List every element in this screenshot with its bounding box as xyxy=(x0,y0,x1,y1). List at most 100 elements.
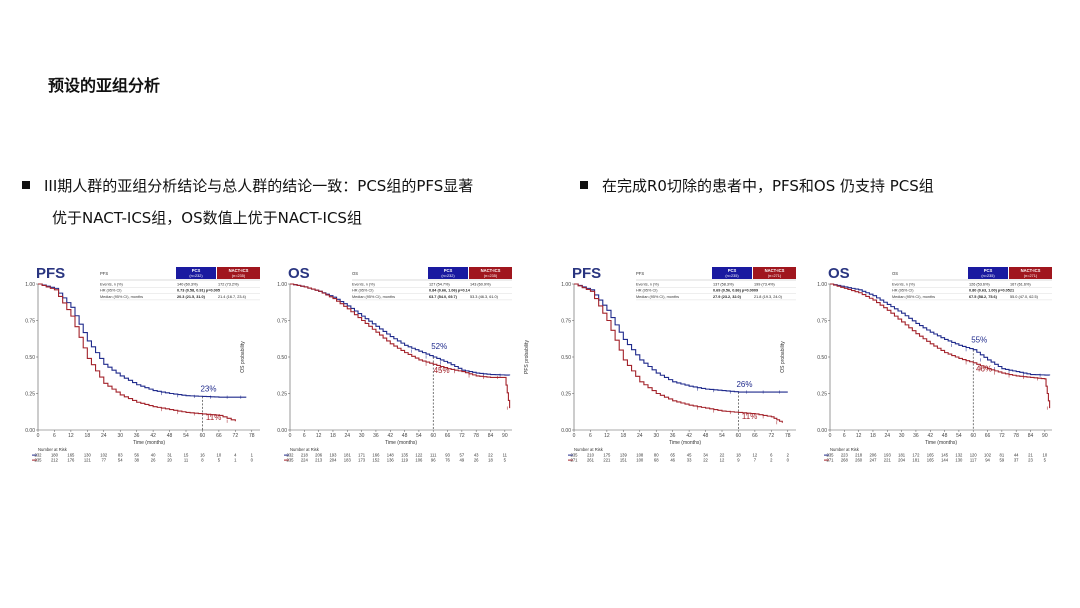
x-tick-label: 18 xyxy=(85,433,91,439)
y-tick-label: 0.75 xyxy=(277,318,287,324)
survival-rate-label: 23% xyxy=(200,384,216,393)
y-axis-label: OS probability xyxy=(240,341,246,373)
table-row-pcs-value: 0.73 (0.58, 0.91) p=0.005 xyxy=(177,289,220,293)
page-title: 预设的亚组分析 xyxy=(48,76,161,95)
risk-count: 235 xyxy=(35,458,43,463)
risk-count: 180 xyxy=(51,453,59,458)
x-tick-label: 66 xyxy=(985,433,991,439)
risk-count: 46 xyxy=(670,458,675,463)
risk-count: 7 xyxy=(754,458,757,463)
x-tick-label: 30 xyxy=(899,433,905,439)
x-tick-label: 12 xyxy=(604,433,610,439)
km-curve-pcs xyxy=(38,283,247,398)
table-col-nact-bg xyxy=(469,267,512,279)
risk-count: 145 xyxy=(941,453,949,458)
risk-count: 94 xyxy=(985,458,990,463)
risk-count: 1 xyxy=(251,453,254,458)
y-tick-label: 0.50 xyxy=(817,355,827,361)
y-tick-label: 0.25 xyxy=(277,391,287,397)
risk-table-label: Number at Risk xyxy=(290,447,320,452)
x-tick-label: 84 xyxy=(488,433,494,439)
x-tick-label: 36 xyxy=(373,433,379,439)
x-tick-label: 78 xyxy=(473,433,479,439)
y-tick-label: 0.75 xyxy=(817,318,827,324)
risk-count: 1 xyxy=(234,458,237,463)
risk-count: 31 xyxy=(167,453,172,458)
risk-count: 96 xyxy=(431,458,436,463)
km-chart-stage3-os: OS OS probability 0.00 0.25 0.50 0.75 1.00 0 6 12… xyxy=(240,262,522,472)
x-tick-label: 90 xyxy=(502,433,508,439)
table-row-nact-value: 21.8 (19.3, 24.0) xyxy=(754,295,783,299)
risk-count: 235 xyxy=(827,453,835,458)
risk-count: 15 xyxy=(184,453,189,458)
risk-count: 5 xyxy=(504,458,507,463)
km-curve-pcs xyxy=(574,283,788,393)
survival-rate-label: 11% xyxy=(742,412,757,421)
risk-count: 193 xyxy=(329,453,337,458)
x-tick-label: 42 xyxy=(387,433,393,439)
table-header-label: OS xyxy=(892,271,898,276)
risk-count: 144 xyxy=(941,458,949,463)
risk-count: 102 xyxy=(984,453,992,458)
table-row-label: HR (95% CI) xyxy=(636,289,658,293)
risk-count: 119 xyxy=(401,458,408,463)
risk-count: 38 xyxy=(134,458,139,463)
table-row-pcs-value: 126 (53.6%) xyxy=(969,283,990,287)
x-tick-label: 60 xyxy=(736,433,742,439)
km-chart-r0-os: OS OS probability 0.00 0.25 0.50 0.75 1.00 0 6 12… xyxy=(780,262,1062,472)
y-tick-label: 0.00 xyxy=(277,428,287,434)
risk-count: 260 xyxy=(855,458,863,463)
x-tick-label: 54 xyxy=(956,433,962,439)
x-tick-label: 54 xyxy=(719,433,725,439)
risk-count: 45 xyxy=(687,453,692,458)
risk-count: 206 xyxy=(869,453,877,458)
x-tick-label: 72 xyxy=(233,433,239,439)
risk-count: 193 xyxy=(884,453,892,458)
table-row-label: HR (95% CI) xyxy=(100,289,122,293)
x-tick-label: 30 xyxy=(359,433,365,439)
risk-count: 130 xyxy=(955,458,963,463)
risk-count: 80 xyxy=(654,453,659,458)
risk-count: 23 xyxy=(1028,458,1033,463)
table-row-label: Median (95% CI), months xyxy=(892,295,935,299)
table-col-nact-n: (n=235) xyxy=(232,274,246,278)
table-row-label: Median (95% CI), months xyxy=(636,295,679,299)
risk-count: 10 xyxy=(217,453,222,458)
risk-count: 261 xyxy=(587,458,595,463)
risk-count: 5 xyxy=(1044,458,1047,463)
x-tick-label: 66 xyxy=(445,433,451,439)
x-tick-label: 24 xyxy=(637,433,643,439)
table-col-pcs-bg xyxy=(968,267,1008,279)
x-axis-label: Time (months) xyxy=(925,440,957,446)
risk-count: 81 xyxy=(1000,453,1005,458)
risk-count: 33 xyxy=(687,458,692,463)
table-col-nact-label: NACT-ICS xyxy=(765,268,785,273)
risk-count: 181 xyxy=(912,458,920,463)
x-tick-label: 0 xyxy=(573,433,576,439)
risk-count: 9 xyxy=(737,458,740,463)
table-row-label: HR (95% CI) xyxy=(892,289,914,293)
risk-count: 108 xyxy=(636,453,644,458)
bullet-text: 在完成R0切除的患者中，PFS和OS 仍支持 PCS组 xyxy=(602,177,934,195)
table-row-pcs-value: 20.3 (21.5, 31.0) xyxy=(177,295,206,299)
risk-count: 271 xyxy=(571,458,579,463)
y-tick-label: 0.50 xyxy=(277,355,287,361)
risk-count: 136 xyxy=(387,458,395,463)
risk-count: 247 xyxy=(869,458,877,463)
survival-rate-label: 11% xyxy=(206,413,221,422)
bullet-square-icon xyxy=(22,181,30,189)
risk-count: 172 xyxy=(912,453,920,458)
risk-count: 223 xyxy=(841,453,849,458)
table-row-nact-value: 167 (61.6%) xyxy=(1010,283,1031,287)
risk-count: 83 xyxy=(118,453,123,458)
table-row-label: Events, n (%) xyxy=(636,283,660,287)
table-col-nact-n: (n=271) xyxy=(1024,274,1038,278)
table-col-pcs-label: PCS xyxy=(728,268,737,273)
table-row-nact-value: 53.3 (46.3, 61.0) xyxy=(470,295,499,299)
x-tick-label: 78 xyxy=(249,433,255,439)
risk-count: 11 xyxy=(503,453,508,458)
risk-table-label: Number at Risk xyxy=(830,447,860,452)
table-row-pcs-value: 0.80 (0.63, 1.00) p=0.0521 xyxy=(969,289,1014,293)
risk-count: 0 xyxy=(251,458,254,463)
